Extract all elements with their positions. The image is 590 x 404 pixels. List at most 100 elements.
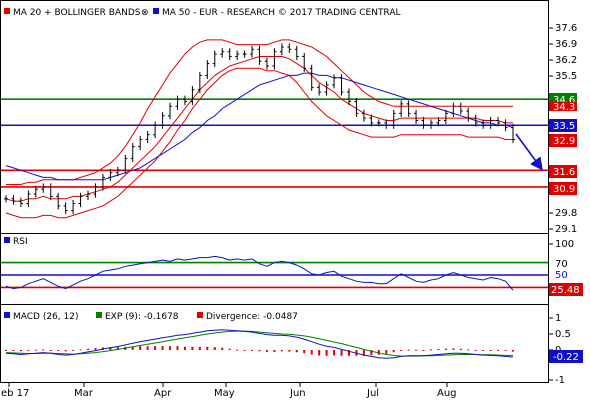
- macd-tick-0.5: 0.5: [555, 329, 571, 340]
- price-y-axis: 37.6 36.9 36.2 35.5 29.8 29.1: [548, 23, 577, 235]
- price-bar: [18, 197, 23, 208]
- level-box-31.6: [549, 165, 577, 178]
- lower-band-line: [5, 67, 513, 219]
- level-text-33.5: 33.5: [553, 121, 575, 132]
- macd-y-axis: 1 0.5 0 -1: [548, 313, 571, 386]
- divergence-bar: [459, 348, 462, 350]
- divergence-bar: [183, 346, 186, 350]
- price-bar: [227, 48, 232, 61]
- price-bar: [302, 52, 307, 72]
- price-tick-36.9: 36.9: [555, 39, 577, 50]
- divergence-bar: [429, 349, 432, 351]
- exp-legend-swatch: [96, 312, 102, 318]
- price-bar: [175, 95, 180, 110]
- price-bar: [168, 102, 173, 120]
- price-bar: [511, 124, 515, 144]
- x-tick-jun: Jun: [289, 388, 306, 399]
- divergence-bar: [265, 350, 268, 352]
- price-bar: [473, 114, 478, 127]
- divergence-bar: [198, 346, 201, 350]
- rsi-last-text: 25.48: [551, 285, 580, 296]
- price-bar: [242, 50, 247, 58]
- divergence-bar: [362, 350, 365, 356]
- price-bar: [108, 169, 113, 181]
- divergence-bar: [72, 350, 75, 351]
- level-text-32.9: 32.9: [553, 136, 575, 147]
- divergence-bar: [251, 350, 254, 351]
- x-tick-feb: eb 17: [1, 388, 29, 399]
- level-box-32.9: [549, 134, 577, 147]
- projection-arrow: [515, 133, 543, 171]
- rsi-y-axis: 100 70 50: [548, 239, 574, 281]
- price-bar: [205, 60, 210, 79]
- x-tick-mar: Mar: [74, 388, 94, 399]
- price-bar: [488, 116, 493, 129]
- price-bar: [182, 95, 187, 106]
- rsi-last-label: 25.48: [549, 283, 583, 296]
- price-bar: [160, 112, 165, 129]
- divergence-bar: [243, 350, 246, 351]
- price-bar: [287, 43, 292, 53]
- divergence-bar: [131, 346, 134, 350]
- rsi-last-box: [549, 283, 583, 296]
- divergence-bar: [206, 346, 209, 350]
- price-bar: [317, 83, 322, 96]
- price-bar: [503, 119, 508, 132]
- exp-legend-label: EXP (9): -0.1678: [105, 312, 179, 322]
- price-bar: [33, 185, 38, 198]
- divergence-bar: [273, 350, 276, 352]
- macd-tick-1: 1: [555, 313, 561, 324]
- divergence-bar: [213, 347, 216, 350]
- level-text-31.6: 31.6: [553, 167, 575, 178]
- divergence-bar: [236, 349, 239, 351]
- divergence-bar: [333, 350, 336, 356]
- macd-line: [5, 329, 514, 359]
- divergence-bar: [139, 346, 142, 350]
- price-bar: [78, 192, 83, 208]
- price-bar: [153, 121, 158, 139]
- divergence-bar: [400, 350, 403, 351]
- price-bar: [145, 131, 150, 144]
- price-bar: [309, 64, 314, 91]
- price-bar: [86, 190, 91, 200]
- divergence-bar: [318, 350, 321, 356]
- price-bar: [197, 71, 202, 94]
- price-bar: [257, 45, 262, 65]
- divergence-bar: [288, 350, 291, 352]
- price-bar: [71, 199, 76, 215]
- macd-series: [5, 329, 514, 359]
- price-bar: [399, 100, 404, 117]
- divergence-bar: [191, 346, 194, 350]
- price-bar: [115, 166, 120, 177]
- price-bar: [48, 183, 53, 200]
- price-bar: [63, 202, 68, 215]
- divergence-bar: [57, 350, 60, 351]
- price-bar: [406, 100, 411, 117]
- divergence-bar: [325, 350, 328, 356]
- price-bar: [220, 48, 225, 58]
- price-bar: [421, 116, 426, 129]
- price-bar: [354, 97, 359, 117]
- divergence-legend-label: Divergence: -0.0487: [206, 312, 298, 322]
- level-label-32.9: 32.9: [549, 134, 577, 147]
- divergence-bar: [154, 346, 157, 350]
- divergence-bar: [221, 347, 224, 350]
- divergence-bar: [407, 349, 410, 351]
- level-label-31.6: 31.6: [549, 165, 577, 178]
- divergence-bar: [340, 350, 343, 356]
- x-axis: eb 17 Mar Apr May Jun Jul Aug: [1, 383, 457, 399]
- divergence-bar: [392, 350, 395, 353]
- divergence-bar: [497, 350, 500, 351]
- ma50-legend-label: MA 50 - EUR - RESEARCH © 2017 TRADING CE…: [162, 8, 401, 18]
- price-bar: [123, 154, 128, 174]
- divergence-bar: [504, 350, 507, 351]
- price-levels: [1, 98, 548, 188]
- price-bar: [458, 102, 463, 115]
- price-bar: [235, 50, 240, 61]
- divergence-bar: [422, 350, 425, 351]
- divergence-bar: [489, 350, 492, 351]
- price-tick-29.1: 29.1: [555, 224, 577, 235]
- price-bar: [376, 119, 381, 127]
- macd-last-text: -0.22: [553, 352, 579, 363]
